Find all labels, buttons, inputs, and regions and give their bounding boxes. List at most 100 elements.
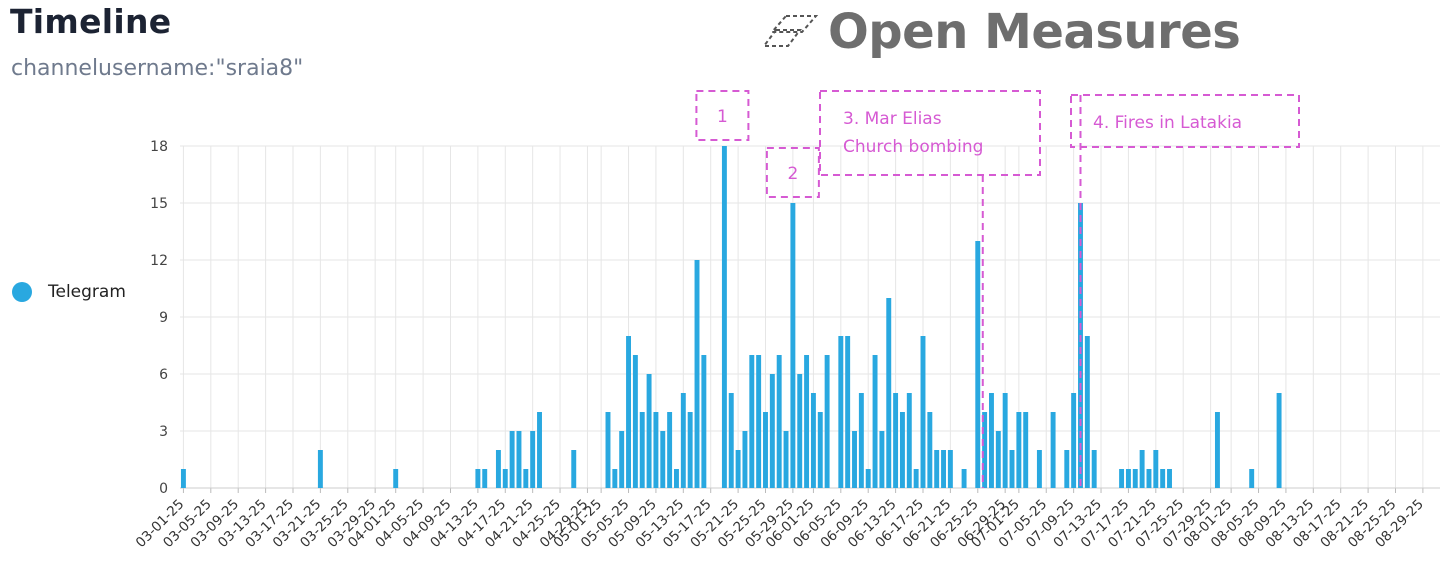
y-tick-label: 12	[150, 253, 168, 269]
bar	[605, 412, 611, 488]
bar	[393, 469, 399, 488]
bar	[694, 260, 700, 488]
bar	[975, 241, 981, 488]
bar	[1153, 450, 1159, 488]
legend-label-telegram: Telegram	[48, 282, 126, 302]
brand-logo-block: Open Measures	[760, 4, 1241, 60]
bar	[872, 355, 878, 488]
bar	[1146, 469, 1152, 488]
bar	[639, 412, 645, 488]
bar	[920, 336, 926, 488]
bar	[899, 412, 905, 488]
annotation-box-4	[1070, 94, 1300, 148]
bar	[530, 431, 536, 488]
bar	[482, 469, 488, 488]
bar	[749, 355, 755, 488]
bar	[879, 431, 885, 488]
bar	[1125, 469, 1131, 488]
legend-marker-telegram	[12, 282, 32, 302]
annotation-label-4: 4. Fires in Latakia	[1093, 113, 1242, 133]
open-measures-logo-icon	[762, 15, 819, 47]
bar	[701, 355, 707, 488]
bar	[858, 393, 864, 488]
bar	[728, 393, 734, 488]
bar	[982, 412, 988, 488]
bar	[687, 412, 693, 488]
bar	[790, 203, 796, 488]
annotation-label-2: 2	[787, 164, 798, 184]
bar	[1167, 469, 1172, 488]
bar	[1064, 450, 1070, 488]
bar	[838, 336, 844, 488]
y-tick-label: 9	[159, 310, 168, 326]
bar	[797, 374, 803, 488]
bar	[756, 355, 762, 488]
bar	[502, 469, 508, 488]
y-tick-label: 3	[159, 424, 168, 440]
bar	[632, 355, 638, 488]
bar	[941, 450, 946, 488]
query-subtitle: channelusername:"sraia8"	[11, 56, 304, 81]
bar	[817, 412, 823, 488]
bar	[516, 431, 522, 488]
annotation-label-3b: Church bombing	[843, 137, 983, 157]
bar	[1050, 412, 1056, 488]
bar	[653, 412, 659, 488]
bar	[769, 374, 775, 488]
bar	[742, 431, 748, 488]
bar	[1016, 412, 1022, 488]
bar	[995, 431, 1001, 488]
bar	[804, 355, 810, 488]
annotation-label-3a: 3. Mar Elias	[843, 109, 942, 129]
bar	[523, 469, 529, 488]
bar	[934, 450, 940, 488]
bar	[571, 450, 577, 488]
bar	[537, 412, 542, 488]
bar	[1078, 203, 1083, 488]
bar	[1084, 336, 1090, 488]
bar	[680, 393, 686, 488]
annotation-box-2	[765, 147, 820, 198]
bar	[1214, 412, 1220, 488]
bar	[626, 336, 631, 488]
bar	[927, 412, 933, 488]
bar	[824, 355, 830, 488]
bar	[1002, 393, 1008, 488]
bar	[619, 431, 625, 488]
bar	[495, 450, 501, 488]
bar	[845, 336, 851, 488]
bar	[865, 469, 871, 488]
y-tick-label: 15	[150, 196, 168, 212]
bar	[776, 355, 782, 488]
bar	[674, 469, 679, 488]
bar	[893, 393, 899, 488]
bar	[783, 431, 789, 488]
bar	[1009, 450, 1015, 488]
bar	[1139, 450, 1145, 488]
bar	[1276, 393, 1282, 488]
page-title: Timeline	[10, 2, 172, 41]
annotation-box-3	[819, 90, 1041, 176]
annotation-label-1: 1	[717, 107, 728, 127]
chart-legend[interactable]: Telegram	[12, 282, 126, 302]
bar	[509, 431, 515, 488]
bar	[906, 393, 912, 488]
y-tick-label: 0	[159, 481, 168, 497]
bar	[1249, 469, 1255, 488]
bar	[667, 412, 673, 488]
bar	[947, 450, 953, 488]
bar	[989, 393, 994, 488]
bar	[810, 393, 816, 488]
brand-name: Open Measures	[828, 4, 1241, 60]
bar	[721, 146, 727, 488]
annotation-box-1	[695, 90, 750, 141]
bar	[1071, 393, 1077, 488]
bar	[1091, 450, 1097, 488]
bar	[913, 469, 919, 488]
bar	[961, 469, 967, 488]
bar	[1119, 469, 1125, 488]
bar	[646, 374, 652, 488]
bar	[660, 431, 666, 488]
bar	[886, 298, 892, 488]
